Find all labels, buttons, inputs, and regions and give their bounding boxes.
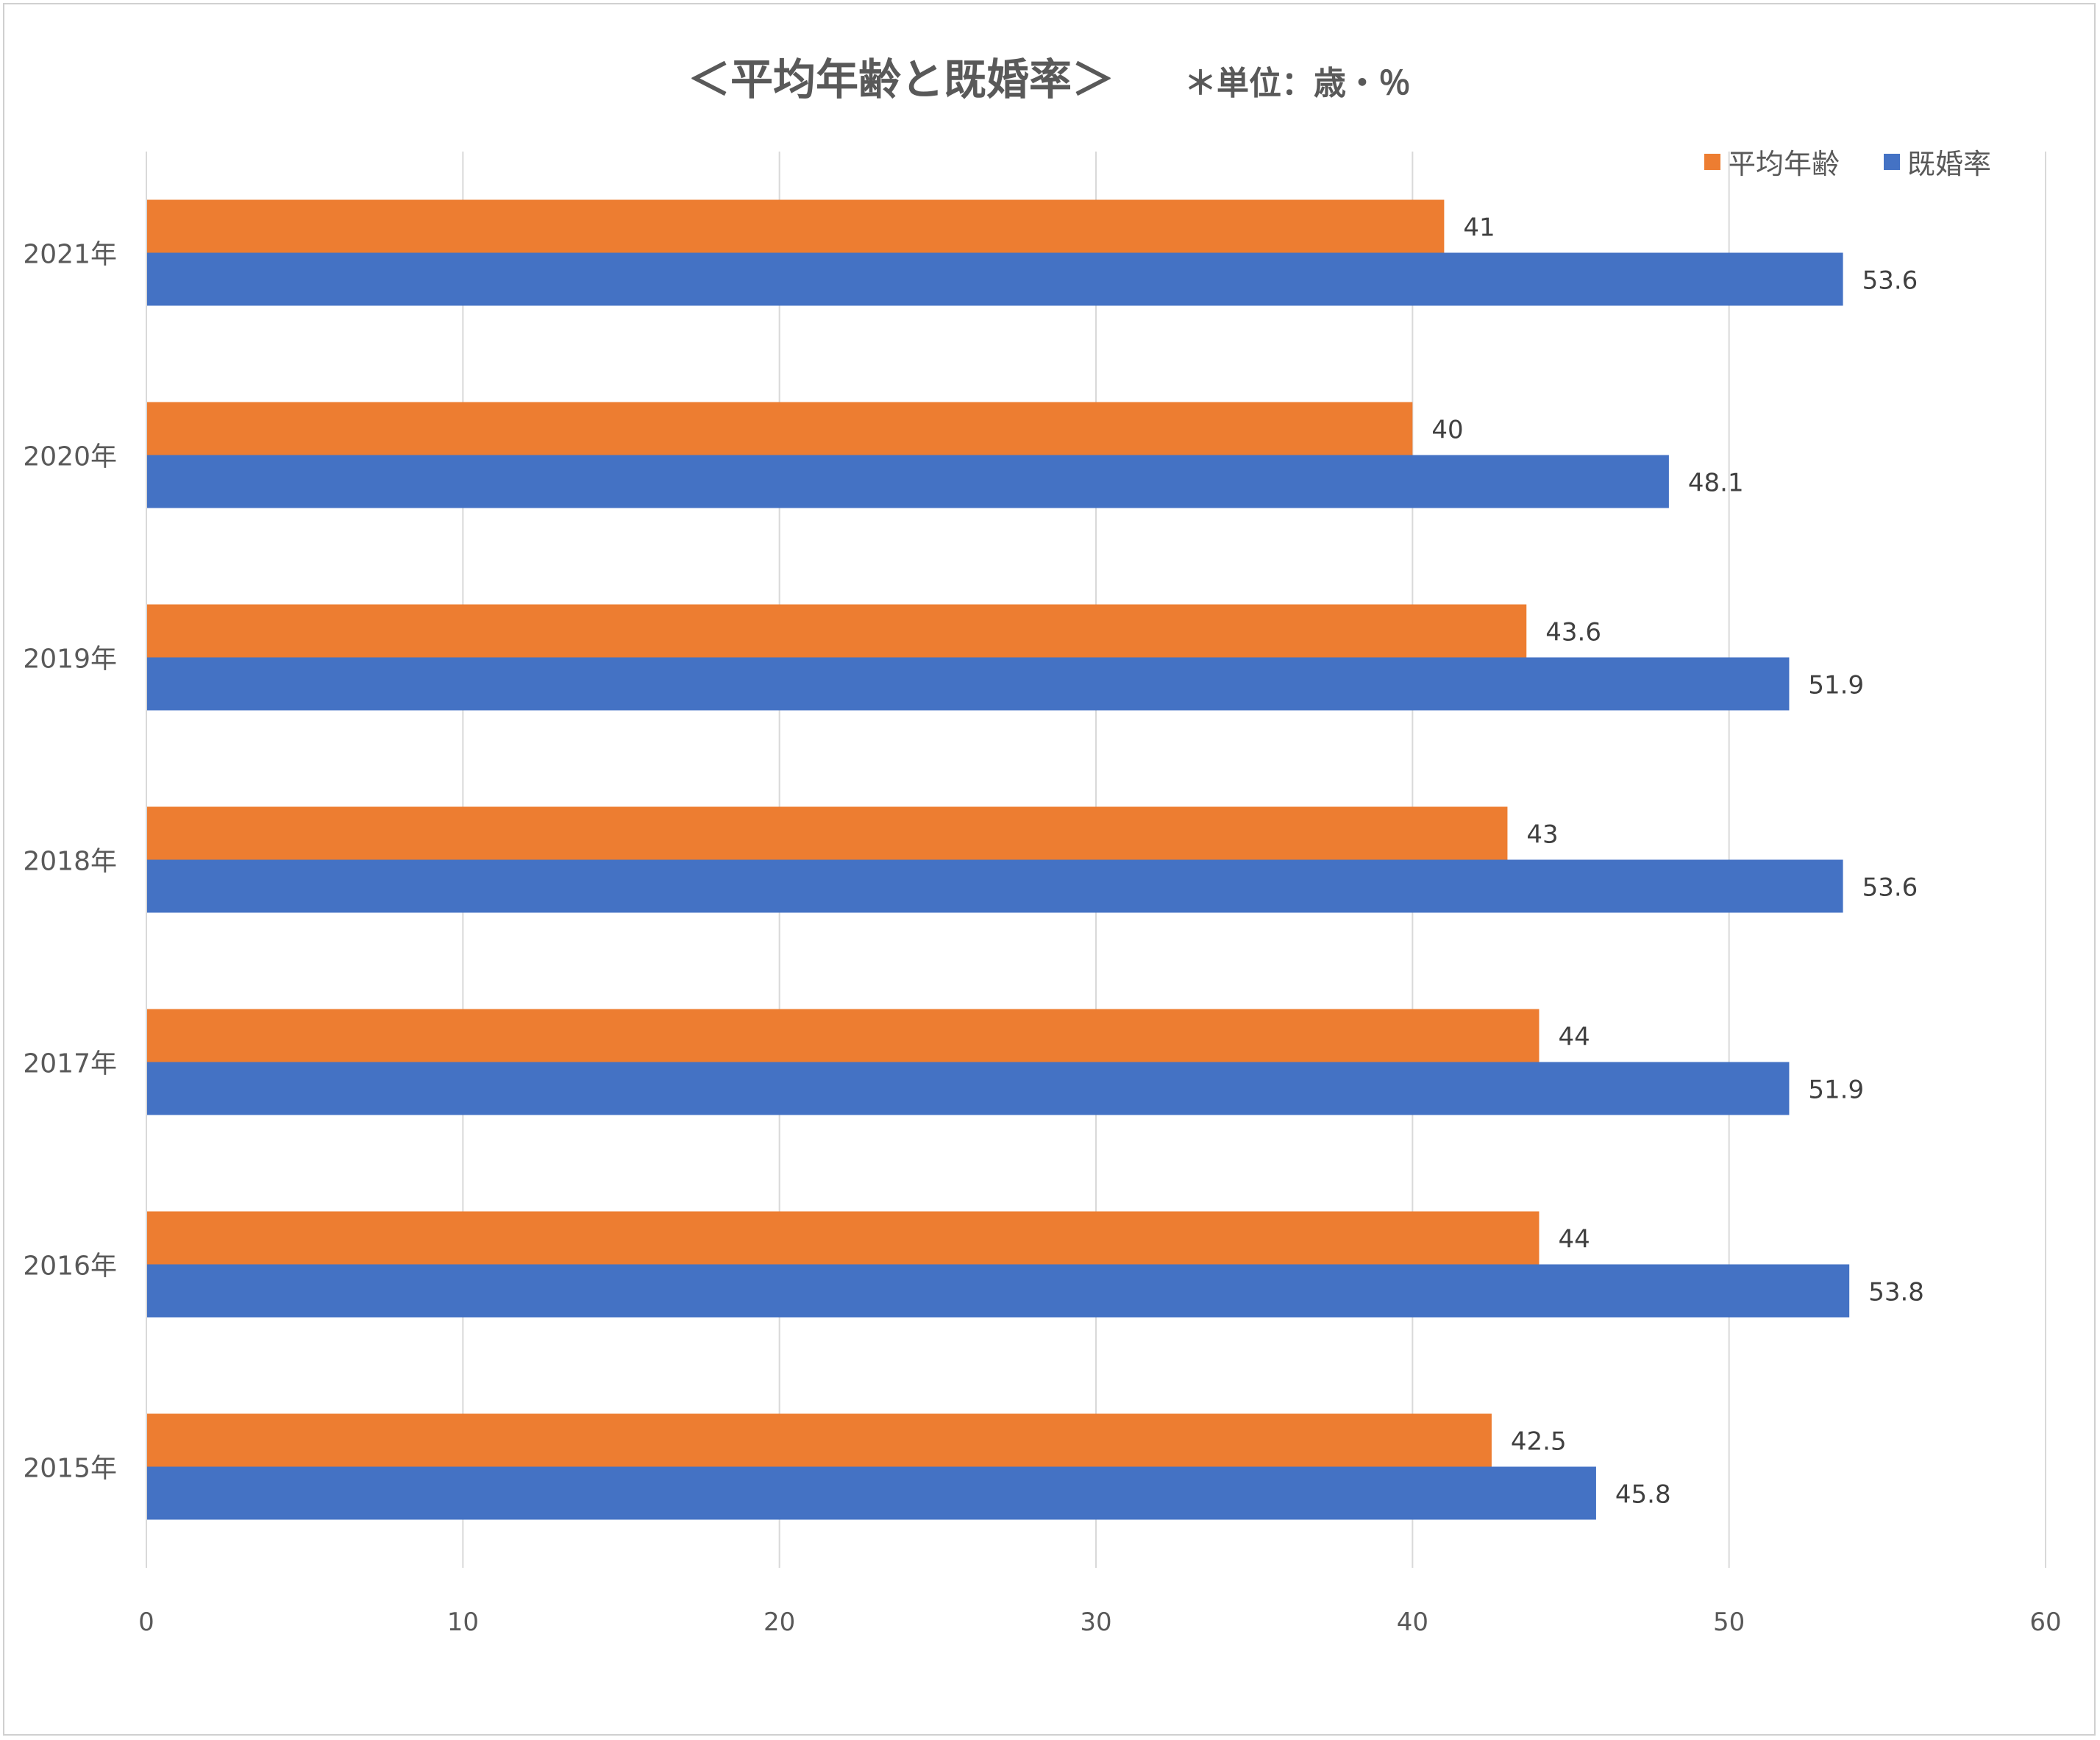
y-tick-label: 2015年 <box>23 1454 117 1484</box>
x-tick-label: 60 <box>2029 1608 2061 1637</box>
bar-average-age <box>146 1009 1540 1062</box>
y-tick-label: 2016年 <box>23 1251 117 1282</box>
bar-average-age <box>146 402 1413 455</box>
data-label: 43.6 <box>1545 618 1601 647</box>
y-tick-label: 2017年 <box>23 1049 117 1079</box>
data-label: 48.1 <box>1688 469 1744 498</box>
chart-title: ＜平均年齢と既婚率＞ <box>687 54 1114 104</box>
bar-average-age <box>146 1413 1492 1467</box>
bar-average-age <box>146 806 1508 860</box>
data-label: 45.8 <box>1615 1480 1671 1510</box>
bar-married-rate <box>146 455 1669 508</box>
x-tick-label: 40 <box>1397 1608 1428 1637</box>
bar-married-rate <box>146 252 1843 306</box>
y-tick-label: 2019年 <box>23 644 117 675</box>
bar-married-rate <box>146 1466 1596 1520</box>
data-label: 43 <box>1526 820 1558 850</box>
chart-legend: 平均年齢 既婚率 <box>1660 141 1991 182</box>
title-row: ＜平均年齢と既婚率＞ ＊単位：歳・％ <box>4 45 2094 107</box>
chart-frame: ＜平均年齢と既婚率＞ ＊単位：歳・％ 平均年齢 既婚率 0 10 20 30 40 50 6… <box>3 3 2096 1736</box>
bar-average-age <box>146 199 1445 253</box>
x-tick-label: 50 <box>1713 1608 1745 1637</box>
plot-area: 0 10 20 30 40 50 60 2021年 41 53.6 2020年 40 48.1 2019年… <box>23 152 2062 1637</box>
bar-married-rate <box>146 1062 1790 1115</box>
legend-item-average-age: 平均年齢 <box>1704 141 1840 182</box>
data-label: 40 <box>1431 416 1463 445</box>
legend-swatch-average-age <box>1704 153 1720 170</box>
legend-label-married-rate: 既婚率 <box>1907 148 1991 180</box>
legend-label-average-age: 平均年齢 <box>1727 148 1840 180</box>
x-tick-label: 20 <box>764 1608 795 1637</box>
chart-unit-note: ＊単位：歳・％ <box>1184 65 1412 102</box>
data-label: 44 <box>1558 1023 1590 1052</box>
data-label: 53.8 <box>1868 1278 1924 1307</box>
bar-married-rate <box>146 859 1843 913</box>
legend-item-married-rate: 既婚率 <box>1883 141 1991 182</box>
data-label: 53.6 <box>1862 873 1918 903</box>
bar-married-rate <box>146 1264 1850 1318</box>
x-tick-label: 10 <box>447 1608 479 1637</box>
data-label: 42.5 <box>1511 1427 1567 1457</box>
y-tick-label: 2020年 <box>23 442 117 472</box>
data-label: 41 <box>1463 213 1495 243</box>
y-tick-label: 2021年 <box>23 240 117 270</box>
x-tick-label: 0 <box>138 1608 154 1637</box>
data-label: 53.6 <box>1862 266 1918 296</box>
bar-average-age <box>146 604 1527 658</box>
bar-average-age <box>146 1211 1540 1265</box>
y-tick-label: 2018年 <box>23 847 117 877</box>
bar-married-rate <box>146 657 1790 711</box>
data-label: 44 <box>1558 1225 1590 1254</box>
x-tick-label: 30 <box>1080 1608 1111 1637</box>
legend-swatch-married-rate <box>1883 153 1900 170</box>
data-label: 51.9 <box>1808 671 1864 700</box>
data-label: 51.9 <box>1808 1076 1864 1105</box>
